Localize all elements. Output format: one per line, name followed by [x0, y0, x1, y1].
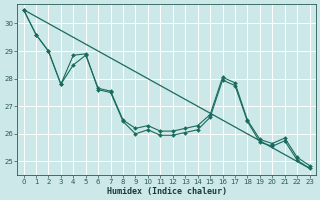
X-axis label: Humidex (Indice chaleur): Humidex (Indice chaleur)	[107, 187, 227, 196]
